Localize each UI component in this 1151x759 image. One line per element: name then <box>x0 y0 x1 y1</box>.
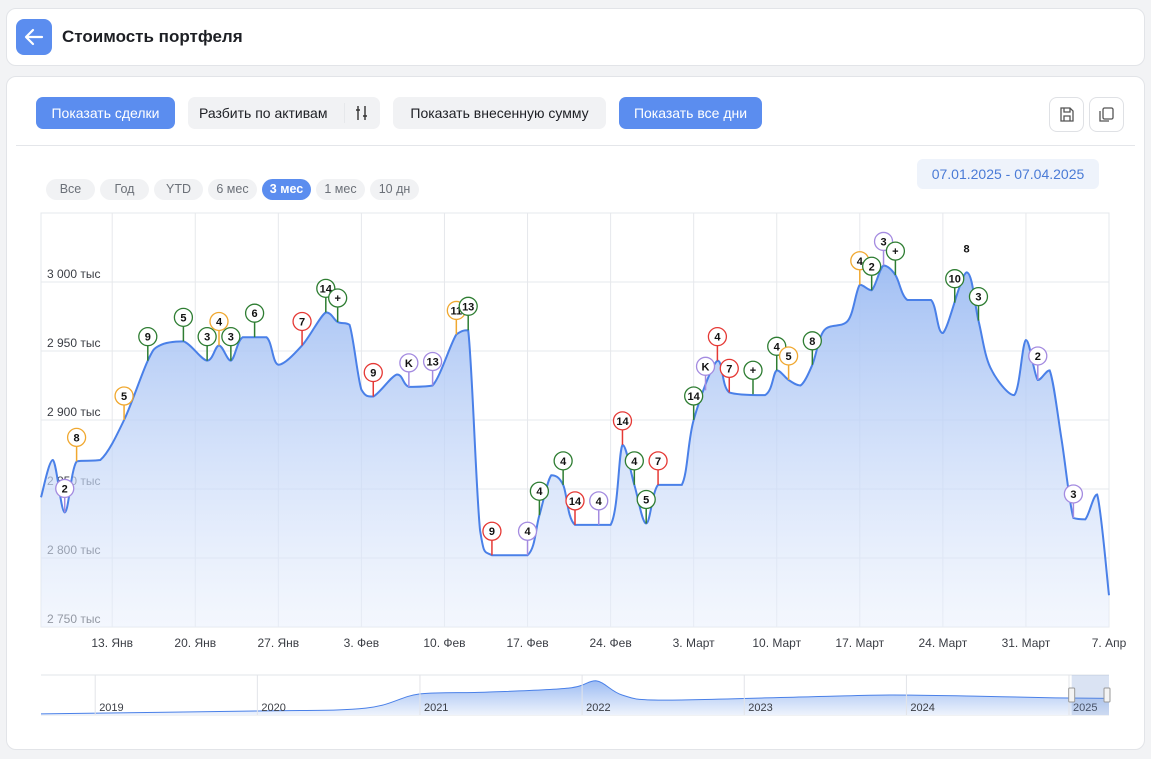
period-pill[interactable]: 6 мес <box>208 179 257 200</box>
save-button[interactable] <box>1049 97 1084 132</box>
separator <box>16 145 1135 146</box>
period-pill[interactable]: Год <box>100 179 149 200</box>
page-title: Стоимость портфеля <box>62 27 243 46</box>
period-pill[interactable]: YTD <box>154 179 203 200</box>
show-trades-button[interactable]: Показать сделки <box>36 97 175 129</box>
split-by-assets-button[interactable]: Разбить по активам <box>188 97 380 129</box>
back-icon <box>24 28 44 46</box>
copy-button[interactable] <box>1089 97 1124 132</box>
period-pill[interactable]: Все <box>46 179 95 200</box>
period-pill[interactable]: 1 мес <box>316 179 365 200</box>
show-deposited-button[interactable]: Показать внесенную сумму <box>393 97 606 129</box>
save-icon <box>1060 107 1074 122</box>
header-card <box>6 8 1145 66</box>
button-label: Разбить по активам <box>199 105 328 121</box>
copy-icon <box>1099 107 1114 122</box>
period-pill[interactable]: 3 мес <box>262 179 311 200</box>
period-pill[interactable]: 10 дн <box>370 179 419 200</box>
date-range[interactable]: 07.01.2025 - 07.04.2025 <box>917 159 1099 189</box>
split-icon <box>344 103 367 123</box>
back-button[interactable] <box>16 19 52 55</box>
show-all-days-button[interactable]: Показать все дни <box>619 97 762 129</box>
